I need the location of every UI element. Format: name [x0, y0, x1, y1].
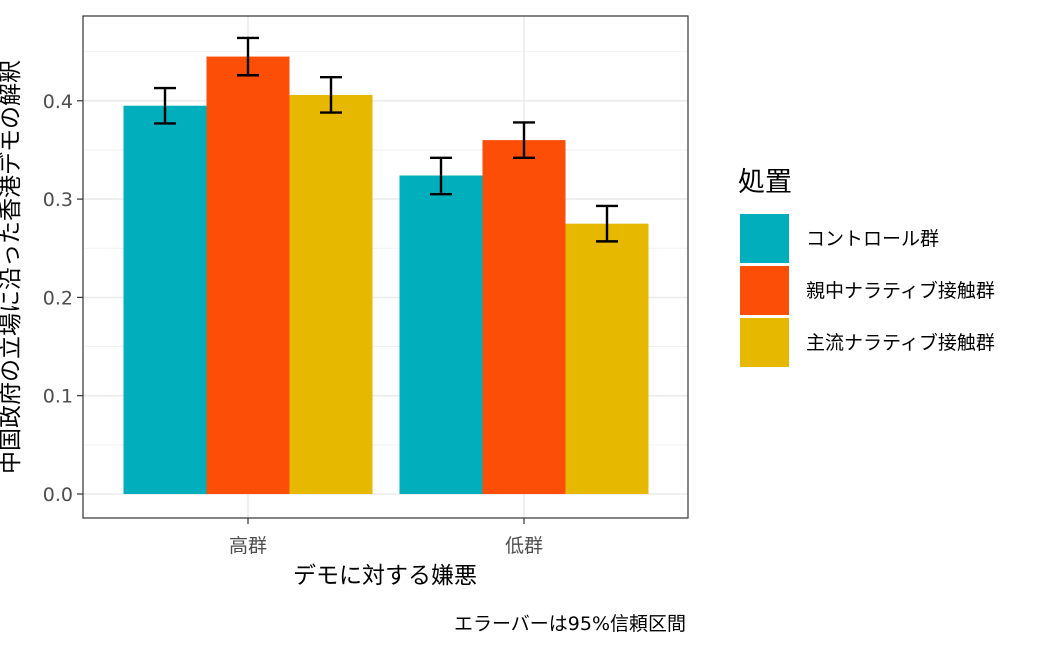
error-bars — [154, 36, 618, 243]
bars — [123, 56, 649, 495]
bar — [206, 56, 290, 494]
y-axis-title: 中国政府の立場に沿った香港デモの解釈 — [0, 60, 24, 474]
y-tick-label: 0.0 — [43, 484, 73, 506]
y-axis: 0.0 0.1 0.2 0.3 0.4 — [43, 91, 83, 506]
x-axis: 高群 低群 — [229, 518, 543, 557]
bar — [123, 105, 207, 494]
legend-swatch — [740, 318, 789, 367]
bar — [565, 223, 649, 495]
x-axis-title: デモに対する嫌悪 — [293, 563, 477, 589]
legend-swatch — [740, 214, 789, 263]
legend-label: コントロール群 — [806, 228, 939, 250]
legend-title: 処置 — [738, 167, 792, 198]
bar — [482, 140, 566, 494]
legend-swatch — [740, 266, 789, 315]
x-tick-label: 低群 — [505, 535, 543, 557]
plot-border — [82, 15, 689, 519]
y-tick-label: 0.2 — [43, 287, 73, 309]
y-tick-label: 0.1 — [43, 386, 73, 408]
y-tick-label: 0.4 — [43, 91, 73, 113]
bar — [289, 94, 373, 494]
bar — [399, 175, 483, 494]
x-tick-label: 高群 — [229, 535, 267, 557]
chart-caption: エラーバーは95%信頼区間 — [454, 613, 686, 635]
legend-label: 主流ナラティブ接触群 — [806, 331, 995, 354]
legend-label: 親中ナラティブ接触群 — [806, 279, 995, 302]
y-tick-label: 0.3 — [43, 189, 73, 211]
